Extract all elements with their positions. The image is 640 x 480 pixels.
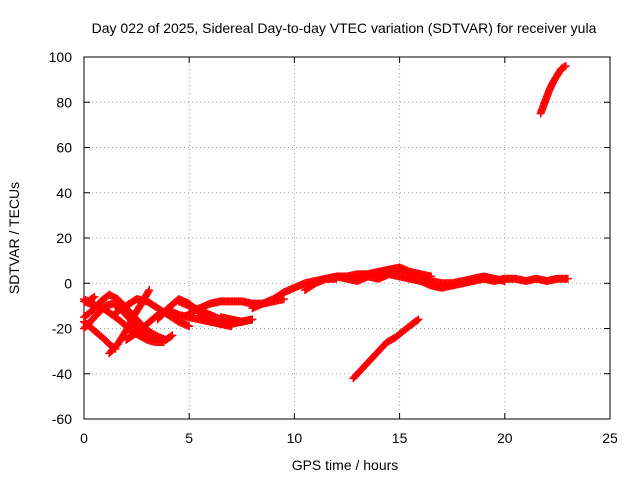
data-point [414, 315, 423, 324]
y-tick-label: -20 [52, 321, 72, 337]
data-point [168, 331, 177, 340]
data-point [561, 62, 570, 71]
data-point [563, 274, 572, 283]
y-tick-label: 60 [56, 140, 72, 156]
data-track [80, 292, 99, 306]
data-point [279, 295, 288, 304]
y-tick-label: -40 [52, 366, 72, 382]
data-point [157, 335, 166, 344]
data-track [349, 315, 423, 383]
data-point [144, 287, 153, 296]
y-tick-label: 40 [56, 185, 72, 201]
y-axis-title: SDTVAR / TECUs [6, 182, 22, 294]
x-tick-label: 20 [497, 430, 513, 446]
data-point [167, 332, 176, 341]
data-track [111, 295, 194, 331]
data-point [248, 315, 257, 324]
x-tick-label: 0 [80, 430, 88, 446]
data-track [185, 295, 288, 317]
x-tick-label: 5 [185, 430, 193, 446]
y-tick-label: 0 [64, 275, 72, 291]
y-tick-label: 100 [49, 49, 73, 65]
plot-frame [83, 56, 611, 420]
data-point [500, 276, 509, 285]
data-points [80, 62, 572, 383]
y-tick-label: 20 [56, 230, 72, 246]
x-axis-title: GPS time / hours [292, 457, 399, 473]
grid [84, 57, 610, 419]
data-point [413, 316, 422, 325]
data-track [536, 62, 570, 118]
x-tick-label: 10 [287, 430, 303, 446]
y-tick-label: -60 [52, 411, 72, 427]
data-track [216, 313, 257, 326]
data-point [145, 286, 154, 295]
chart-title: Day 022 of 2025, Sidereal Day-to-day VTE… [92, 20, 597, 36]
data-point [185, 322, 194, 331]
data-point [90, 292, 99, 301]
x-tick-label: 15 [392, 430, 408, 446]
data-point [560, 62, 569, 71]
y-tick-label: 80 [56, 94, 72, 110]
x-tick-label: 25 [602, 430, 618, 446]
data-track [353, 263, 509, 288]
x-axis-ticks: 0 5 10 15 20 25 [80, 57, 618, 446]
data-point [89, 293, 98, 302]
